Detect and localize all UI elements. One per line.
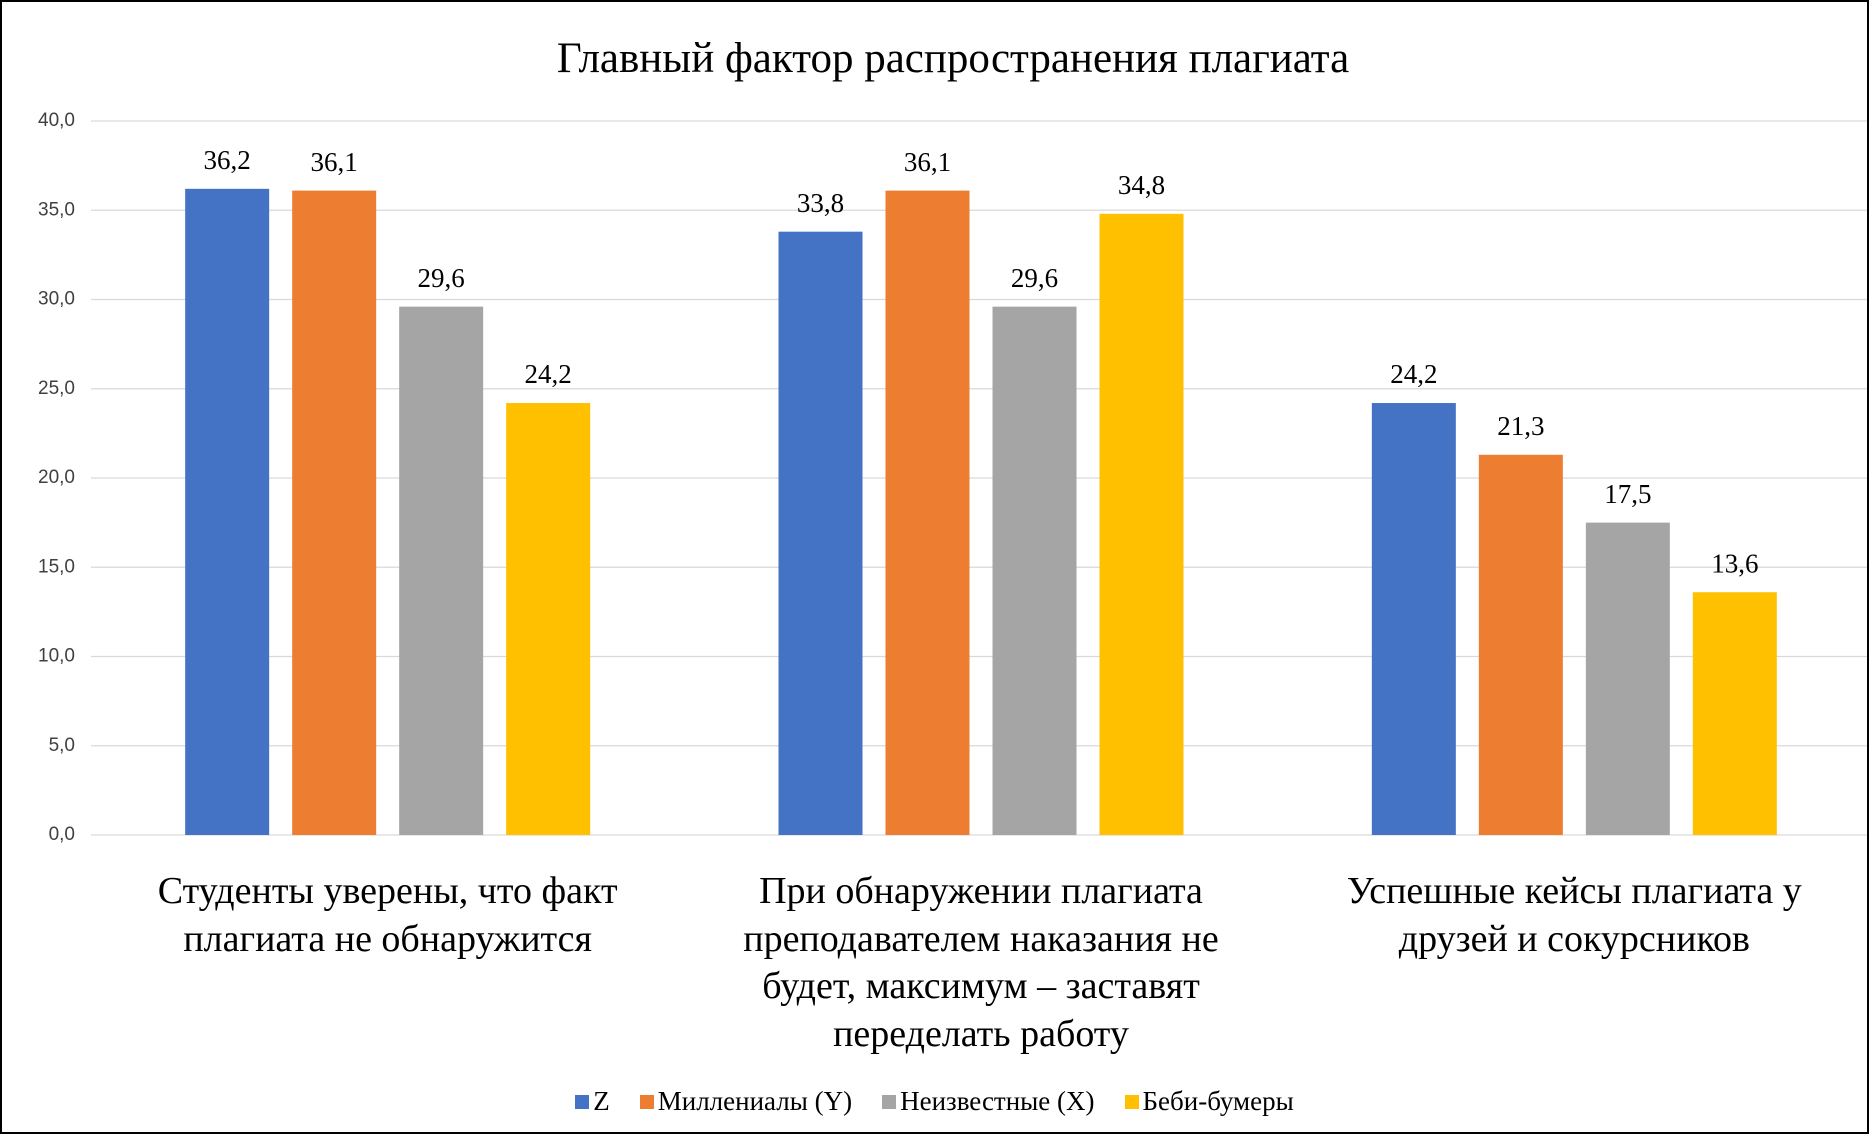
legend-swatch	[882, 1094, 897, 1109]
data-label: 33,8	[797, 188, 844, 218]
x-tick-label: Студенты уверены, что факт плагиата не о…	[157, 870, 618, 960]
legend-label: Беби-бумеры	[1142, 1086, 1294, 1116]
y-tick-label: 35,0	[38, 199, 75, 220]
y-tick-label: 40,0	[38, 110, 75, 131]
bar	[1585, 522, 1670, 835]
legend-item: Z	[575, 1086, 610, 1117]
legend: Z Миллениалы (Y) Неизвестные (X) Беби-бумер…	[2, 1086, 1867, 1117]
y-tick-label: 15,0	[38, 556, 75, 577]
data-label: 21,3	[1497, 411, 1544, 441]
bar	[399, 306, 484, 835]
bar	[1692, 592, 1777, 835]
data-label: 29,6	[1011, 263, 1058, 293]
bar	[1371, 403, 1456, 835]
x-tick-label: При обнаружении плагиата преподавателем …	[743, 870, 1219, 1055]
bar	[292, 190, 377, 836]
chart-title: Главный фактор распространения плагиата	[557, 35, 1349, 82]
legend-swatch	[1124, 1094, 1139, 1109]
y-tick-label: 20,0	[38, 467, 75, 488]
data-label: 36,1	[904, 147, 951, 177]
data-label: 29,6	[418, 263, 465, 293]
data-label: 36,2	[204, 145, 251, 175]
bar	[885, 190, 970, 836]
data-label: 34,8	[1118, 170, 1165, 200]
y-tick-label: 10,0	[38, 646, 75, 667]
data-label: 17,5	[1604, 479, 1651, 509]
bar	[1478, 454, 1563, 835]
bar	[506, 403, 591, 835]
legend-swatch	[639, 1094, 654, 1109]
bar	[778, 231, 863, 836]
y-tick-label: 5,0	[49, 735, 75, 756]
legend-label: Миллениалы (Y)	[657, 1086, 853, 1116]
legend-label: Z	[593, 1086, 610, 1116]
data-label: 36,1	[311, 147, 358, 177]
legend-item: Неизвестные (X)	[882, 1086, 1095, 1117]
legend-item: Беби-бумеры	[1124, 1086, 1294, 1117]
bar	[185, 188, 270, 835]
data-label: 24,2	[525, 359, 572, 389]
y-tick-label: 25,0	[38, 378, 75, 399]
bar	[1099, 213, 1184, 835]
x-tick-label: Успешные кейсы плагиата у друзей и сокур…	[1346, 870, 1802, 960]
bar	[992, 306, 1077, 835]
legend-swatch	[575, 1094, 590, 1109]
data-label: 13,6	[1711, 548, 1758, 578]
y-tick-label: 0,0	[49, 824, 75, 845]
legend-label: Неизвестные (X)	[900, 1086, 1095, 1116]
legend-item: Миллениалы (Y)	[639, 1086, 853, 1117]
data-label: 24,2	[1390, 359, 1437, 389]
y-tick-label: 30,0	[38, 289, 75, 310]
